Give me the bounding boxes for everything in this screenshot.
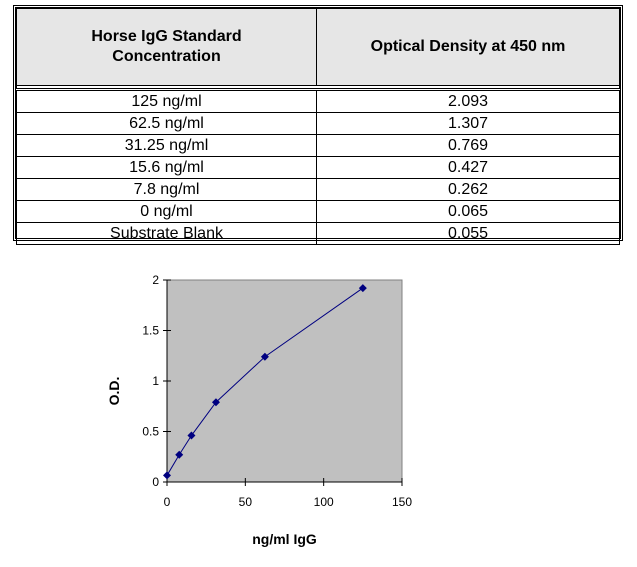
concentration-cell: 0 ng/ml <box>16 200 317 223</box>
data-point <box>358 284 367 293</box>
table-body: 125 ng/ml 2.093 62.5 ng/ml 1.307 31.25 ng/ml… <box>16 85 620 245</box>
header-concentration: Horse IgG Standard Concentration <box>16 8 317 86</box>
table-row: 31.25 ng/ml 0.769 <box>16 134 620 157</box>
plot-area: 0 0.5 1 1.5 2 0 50 100 150 ng/ml IgG O.D. <box>106 273 412 547</box>
table-row: 0 ng/ml 0.065 <box>16 200 620 223</box>
header-optical-density: Optical Density at 450 nm <box>316 8 620 86</box>
data-point <box>163 471 171 480</box>
x-tick-label: 100 <box>314 495 334 509</box>
table-row: 15.6 ng/ml 0.427 <box>16 156 620 179</box>
plot-background <box>166 279 403 483</box>
od-cell: 2.093 <box>316 89 620 113</box>
concentration-cell: 15.6 ng/ml <box>16 156 317 179</box>
y-tick-label: 0 <box>152 475 159 489</box>
concentration-cell: 62.5 ng/ml <box>16 112 317 135</box>
concentration-cell: 7.8 ng/ml <box>16 178 317 201</box>
y-tick-label: 2 <box>152 273 159 287</box>
data-point <box>187 431 196 440</box>
concentration-cell: 31.25 ng/ml <box>16 134 317 157</box>
table-row: 62.5 ng/ml 1.307 <box>16 112 620 135</box>
od-cell: 0.427 <box>316 156 620 179</box>
data-point <box>260 352 269 361</box>
data-point <box>175 450 184 459</box>
header-optical-density-text: Optical Density at 450 nm <box>370 38 566 55</box>
data-point <box>211 398 220 407</box>
od-cell: 1.307 <box>316 112 620 135</box>
y-axis-label: O.D. <box>106 377 122 406</box>
standard-data-table: Horse IgG Standard Concentration Optical… <box>16 8 620 245</box>
y-tick-label: 0.5 <box>142 425 159 439</box>
od-cell: 0.065 <box>316 200 620 223</box>
table-row: Substrate Blank 0.055 <box>16 222 620 245</box>
od-cell: 0.262 <box>316 178 620 201</box>
table-header-row: Horse IgG Standard Concentration Optical… <box>16 8 620 86</box>
y-tick-label: 1.5 <box>142 324 159 338</box>
od-cell: 0.769 <box>316 134 620 157</box>
header-concentration-text: Horse IgG Standard Concentration <box>91 28 242 65</box>
standard-table: Horse IgG Standard Concentration Optical… <box>13 5 623 245</box>
series-line <box>166 287 364 476</box>
y-tick-label: 1 <box>152 374 159 388</box>
table-spacer <box>16 85 620 91</box>
x-tick-label: 0 <box>164 495 171 509</box>
table-row: 125 ng/ml 2.093 <box>16 89 620 113</box>
od-chart: 0 0.5 1 1.5 2 0 50 100 150 ng/ml IgG O.D. <box>106 273 412 547</box>
x-tick-label: 50 <box>239 495 253 509</box>
x-axis-label: ng/ml IgG <box>252 531 317 547</box>
concentration-cell: Substrate Blank <box>16 222 317 245</box>
od-cell: 0.055 <box>316 222 620 245</box>
x-tick-label: 150 <box>392 495 412 509</box>
concentration-cell: 125 ng/ml <box>16 89 317 113</box>
table-row: 7.8 ng/ml 0.262 <box>16 178 620 201</box>
